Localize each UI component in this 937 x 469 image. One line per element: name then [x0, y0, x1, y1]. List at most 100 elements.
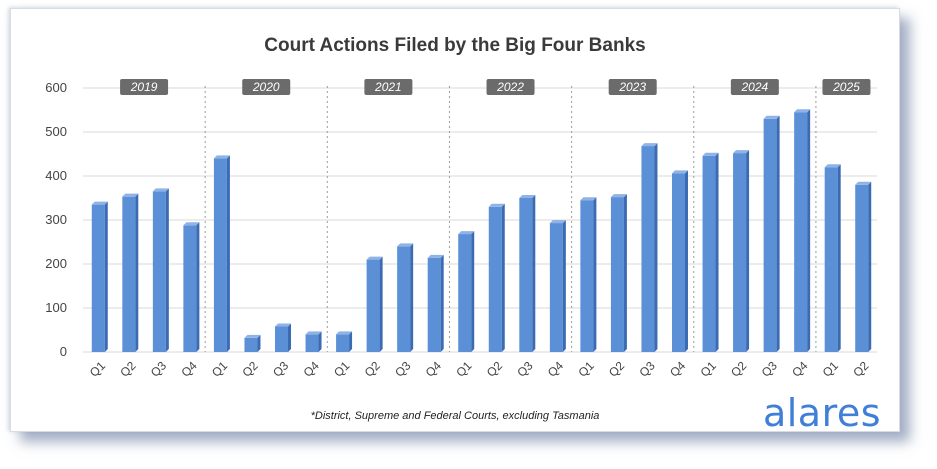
bar-top [275, 323, 291, 327]
x-tick-label: Q1 [698, 358, 719, 379]
bar-side [685, 170, 688, 352]
bar [855, 181, 872, 352]
x-tick-label: Q4 [178, 358, 199, 379]
bar-top [733, 150, 750, 154]
bar [519, 195, 536, 352]
x-axis: Q1 Q2 Q3 Q4 Q1 Q2 Q3 Q4 Q1 Q2 Q3 Q4 Q1 Q2 Q3 Q4 Q1 Q2 Q3 Q4… [87, 358, 872, 379]
bars [91, 109, 872, 352]
bar [122, 193, 139, 352]
bar-side [746, 150, 750, 352]
bar [549, 220, 566, 352]
bar-side [776, 115, 780, 352]
x-tick-label: Q2 [606, 358, 627, 379]
bar-top [672, 170, 688, 174]
year-badge [486, 79, 535, 95]
chart-frame: Court Actions Filed by the Big Four Bank… [10, 8, 900, 432]
x-tick-label: Q4 [789, 358, 810, 379]
bar-top [702, 152, 719, 156]
x-tick-label: Q2 [117, 358, 138, 379]
bar [213, 155, 230, 352]
bar [366, 256, 383, 352]
bar [458, 231, 475, 352]
x-tick-label: Q2 [850, 358, 871, 379]
bar-top [458, 231, 475, 235]
bar-side [715, 152, 719, 352]
bar-front [183, 225, 197, 352]
year-label: 2022 [496, 80, 524, 94]
bar-top [91, 201, 108, 205]
chart-title: Court Actions Filed by the Big Four Bank… [264, 35, 645, 56]
year-label: 2020 [252, 80, 280, 94]
bar [702, 152, 719, 352]
bar-side [257, 334, 261, 352]
bar [763, 115, 780, 352]
bar-top [244, 334, 261, 338]
bar-top [610, 194, 627, 198]
year-badge [364, 79, 413, 95]
bar-top [641, 143, 658, 147]
bar [183, 222, 200, 352]
bar-front [763, 118, 777, 352]
bar-front [672, 173, 685, 352]
bar-top [794, 109, 811, 113]
bar [305, 331, 322, 352]
year-label: 2021 [374, 80, 402, 94]
gridlines [83, 87, 877, 353]
bar-top [427, 254, 444, 258]
bar-front [427, 257, 441, 352]
x-tick-label: Q4 [667, 358, 688, 379]
bar [427, 254, 444, 352]
bar-front [610, 197, 624, 352]
bar [397, 243, 414, 352]
bar-side [471, 231, 475, 352]
bar [733, 150, 750, 352]
bar-top [366, 256, 383, 260]
bar-front [213, 158, 227, 352]
bar-top [336, 331, 353, 335]
x-tick-label: Q1 [87, 358, 108, 379]
bar-top [213, 155, 230, 159]
bar-top [763, 115, 780, 119]
bar-side [440, 254, 444, 352]
bar-front [702, 155, 716, 352]
bar-side [165, 188, 169, 352]
bar-top [122, 193, 139, 197]
bar-side [593, 197, 597, 352]
y-tick-label: 600 [45, 80, 67, 95]
bar-side [196, 222, 200, 352]
bar-side [104, 201, 108, 352]
y-tick-label: 400 [45, 168, 67, 183]
x-tick-label: Q1 [331, 358, 352, 379]
y-axis: 0 100 200 300 400 500 600 [45, 80, 67, 359]
x-tick-label: Q4 [301, 358, 322, 379]
bar [91, 201, 108, 352]
bar [824, 164, 841, 352]
chart: Court Actions Filed by the Big Four Bank… [45, 35, 880, 431]
bar-top [152, 188, 169, 192]
bar-top [549, 220, 566, 224]
year-badge [608, 79, 657, 95]
x-tick-label: Q2 [728, 358, 749, 379]
bar-top [488, 203, 505, 207]
year-label: 2024 [740, 80, 768, 94]
bar-front [519, 198, 533, 352]
x-tick-label: Q4 [545, 358, 566, 379]
bar [672, 170, 688, 352]
bar-front [91, 204, 105, 352]
bar [580, 197, 597, 352]
y-tick-label: 500 [45, 124, 67, 139]
bar-top [183, 222, 200, 226]
x-tick-label: Q2 [362, 358, 383, 379]
x-tick-label: Q3 [270, 358, 291, 379]
bar-side [288, 323, 291, 352]
bar-front [336, 334, 350, 352]
bar-front [244, 337, 258, 352]
x-tick-label: Q1 [820, 358, 841, 379]
bar-side [349, 331, 353, 352]
bar-front [549, 223, 563, 352]
x-tick-label: Q1 [209, 358, 230, 379]
x-tick-label: Q3 [392, 358, 413, 379]
bar-side [501, 203, 505, 352]
bar-side [868, 181, 872, 352]
bar-top [855, 181, 872, 185]
